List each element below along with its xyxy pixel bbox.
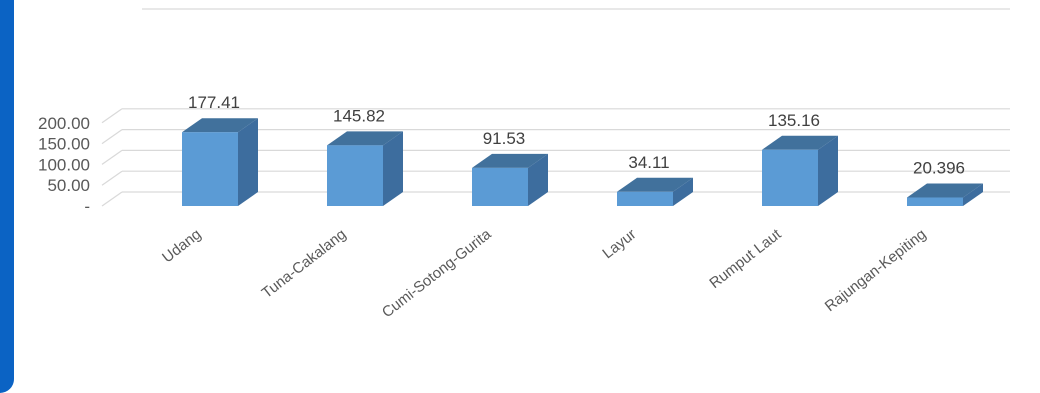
x-tick-label: Rumput Laut [706,225,785,292]
bar-top [182,118,258,133]
bar-2 [327,131,403,206]
y-tick-label: 50.00 [47,176,90,195]
y-tick-label: 150.00 [38,135,90,154]
bar-top [327,131,403,146]
data-label: 135.16 [768,111,820,130]
bars: 177.41 145.82 91.53 34.11 135.16 20.396 [182,93,983,206]
bar-side [528,153,548,206]
bar-4 [617,177,693,206]
x-tick-label: Rajungan-Kepiting [822,226,930,315]
bar-side [673,177,693,206]
bar-top [617,177,693,192]
bar-5 [762,135,838,206]
bar-side [963,183,983,206]
gridline-diagonal [101,170,123,186]
data-label: 91.53 [483,129,526,148]
gridline-diagonal [101,149,123,165]
y-tick-label: 200.00 [38,114,90,133]
gridline-diagonal [101,191,123,207]
x-tick-label: Cumi-Sotong-Gurita [379,225,495,321]
bar-top [762,135,838,150]
left-accent-strip [0,0,14,393]
y-tick-label: - [84,197,90,216]
data-label: 34.11 [628,153,669,172]
bar-front [182,132,238,206]
bar-front [762,149,818,206]
bar-front [617,191,673,206]
x-tick-label: Tuna-Cakalang [259,226,350,302]
bar-6 [907,183,983,206]
gridline-diagonal [101,129,123,145]
data-label: 20.396 [913,159,965,178]
data-label: 145.82 [333,106,385,125]
bar-3 [472,153,548,206]
bar-side [383,131,403,206]
bar-side [238,118,258,206]
bar-front [472,167,528,206]
data-label: 177.41 [188,93,240,112]
gridlines [101,8,1010,207]
y-tick-label: 100.00 [38,155,90,174]
gridline-diagonal [101,108,123,124]
bar-1 [182,118,258,206]
x-tick-label: Layur [599,226,639,263]
bar-front [907,197,963,206]
bar-top [907,183,983,198]
bar-front [327,145,383,206]
bar-top [472,153,548,168]
x-tick-label: Udang [159,226,204,267]
bar-side [818,135,838,206]
x-axis: Udang Tuna-Cakalang Cumi-Sotong-Gurita Layu… [159,225,929,321]
